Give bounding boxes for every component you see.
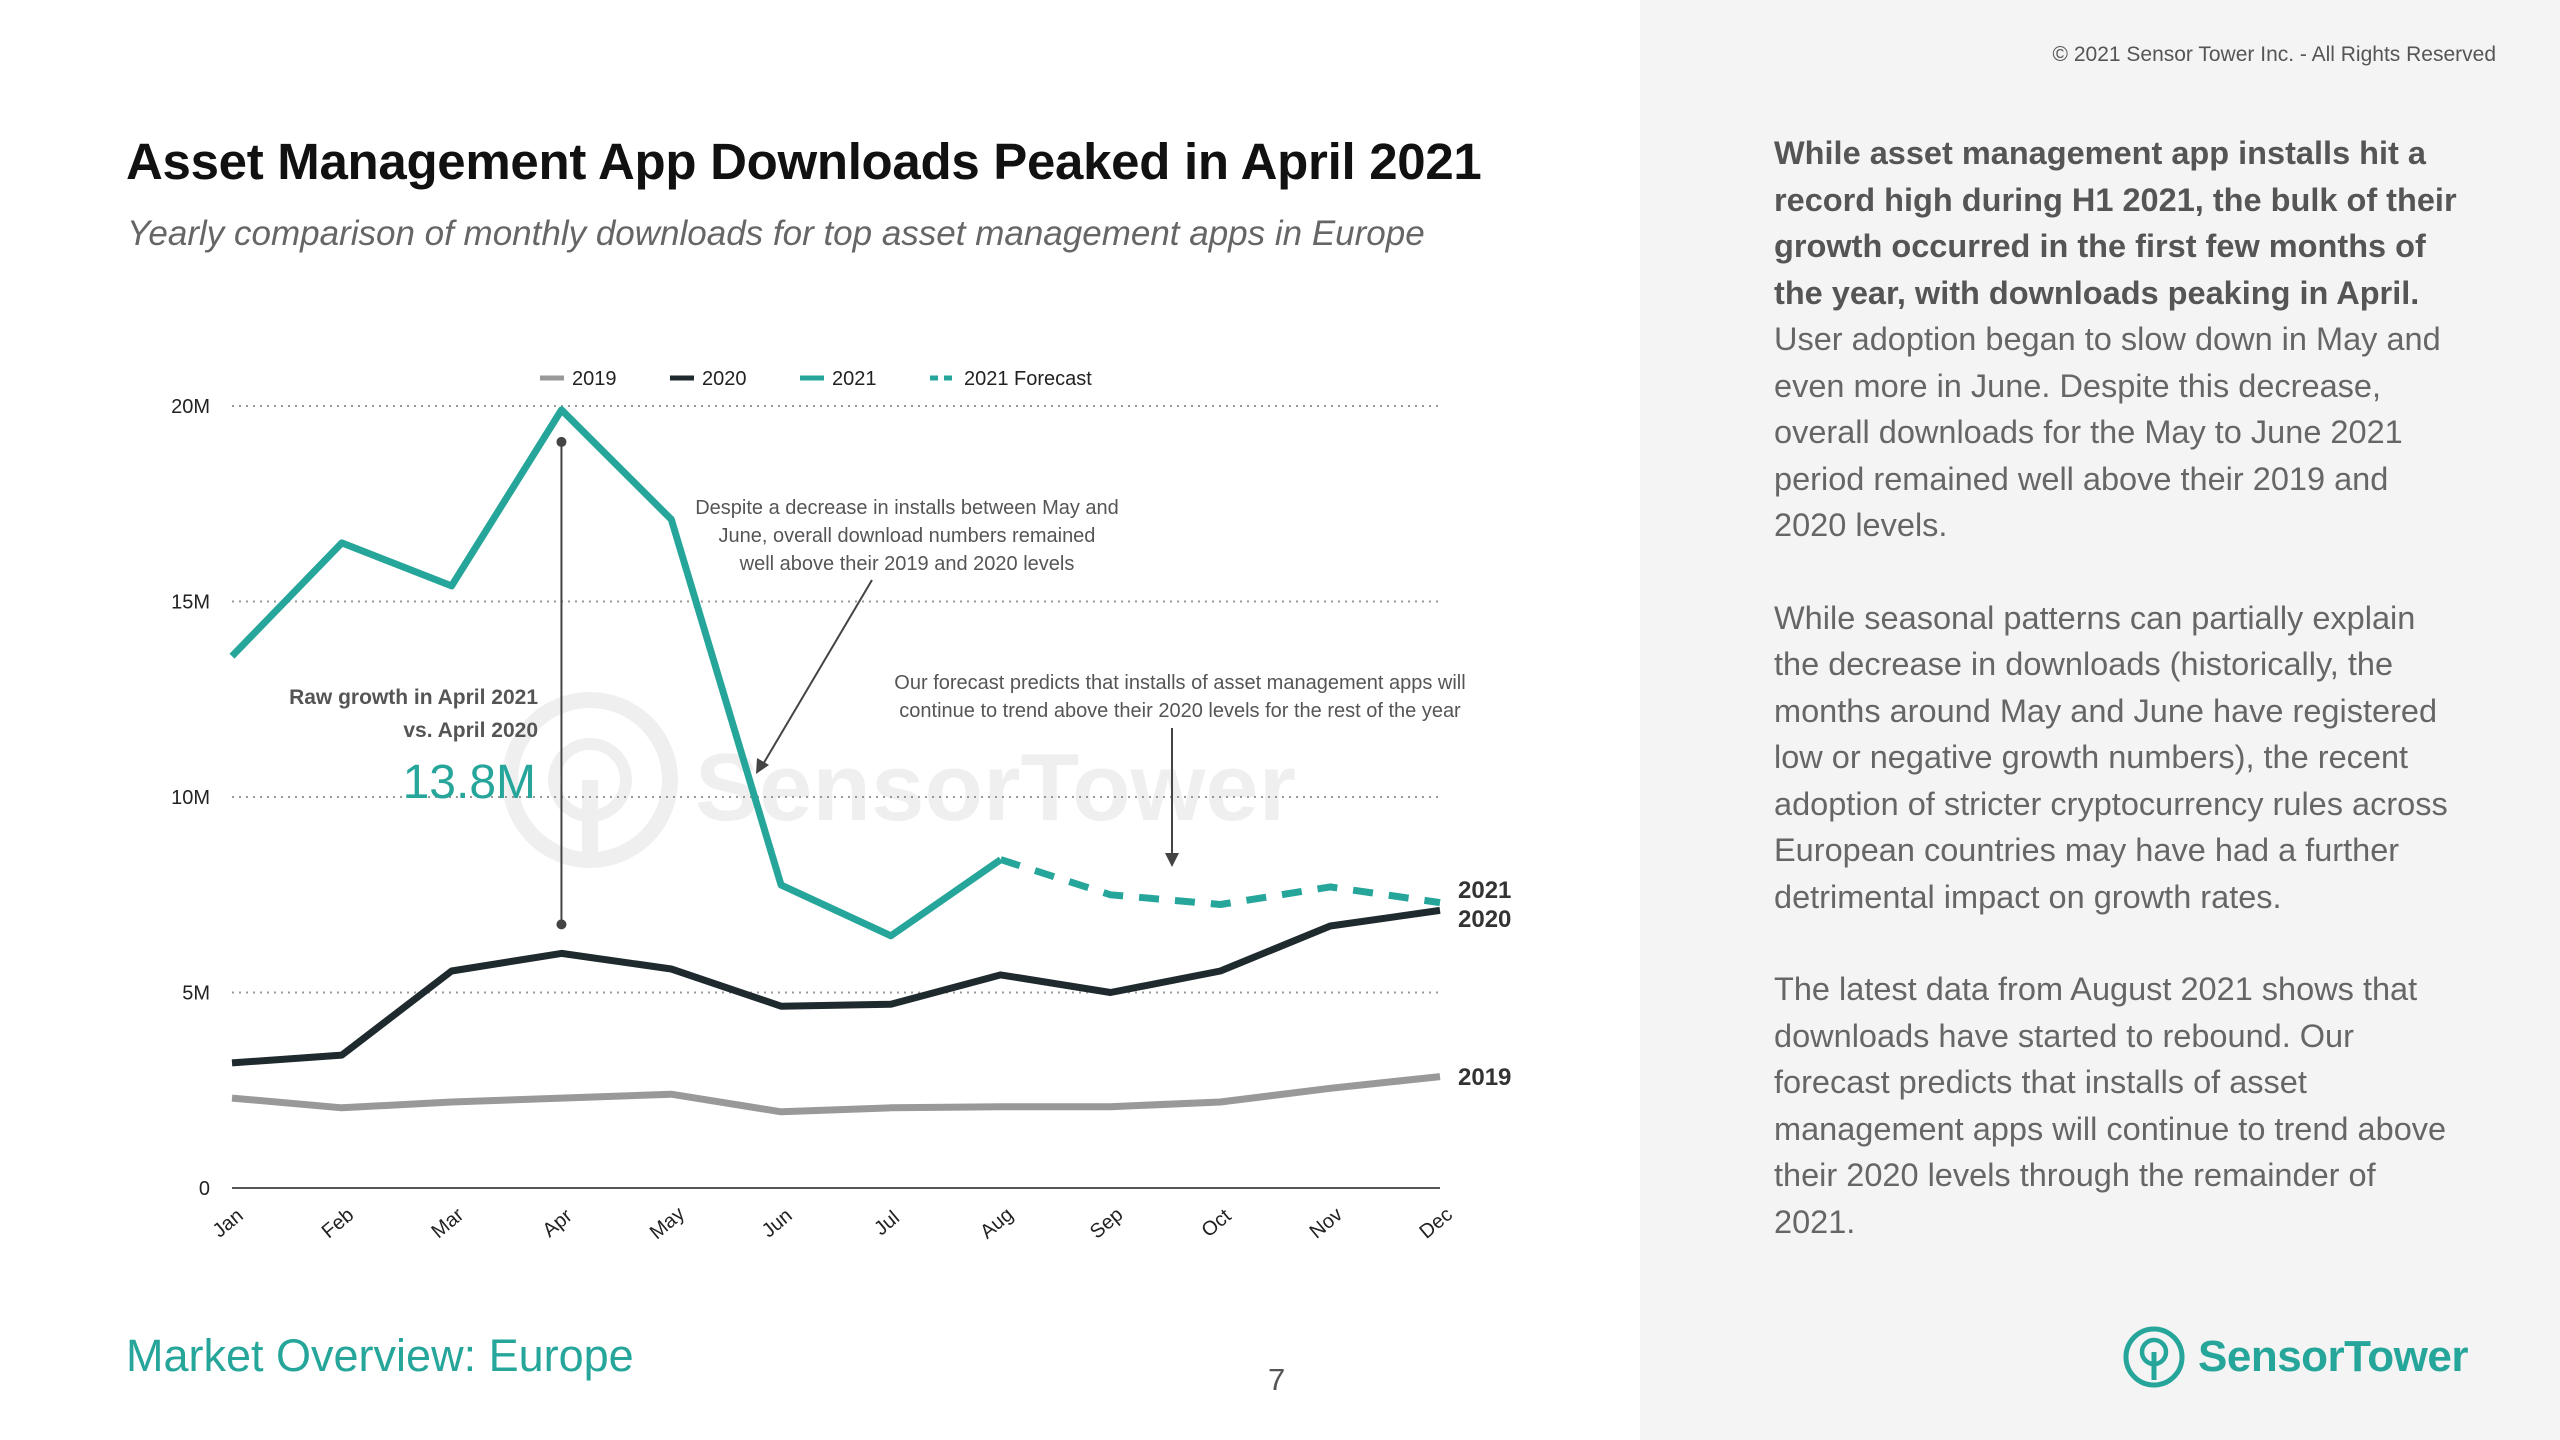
commentary-highlight: While asset management app installs hit …	[1774, 135, 2457, 311]
watermark: SensorTower	[502, 692, 1296, 868]
series-line-2020	[231, 906, 1441, 1067]
legend-label-2021-forecast: 2021 Forecast	[964, 368, 1092, 390]
watermark-text: SensorTower	[695, 734, 1296, 841]
logo-word-sensor: Sensor	[2198, 1332, 2345, 1381]
commentary-panel	[1640, 0, 2560, 1440]
legend-item-2021[interactable]: 2021	[800, 368, 877, 390]
commentary-paragraph-1-rest: User adoption began to slow down in May …	[1774, 321, 2441, 543]
end-label-2019: 2019	[1458, 1064, 1511, 1091]
y-tick-label: 10M	[171, 787, 210, 809]
commentary-paragraph-1: While asset management app installs hit …	[1774, 130, 2464, 549]
page-subtitle: Yearly comparison of monthly downloads f…	[127, 214, 1425, 253]
growth-bracket-bottom-dot	[556, 919, 567, 930]
end-label-2020: 2020	[1458, 906, 1511, 933]
decrease-arrow-head	[756, 758, 769, 774]
x-axis-ticks: Jan Feb Mar Apr May Jun Jul Aug Sep Oct Nov Dec	[209, 1203, 1457, 1244]
x-tick-label: Sep	[1086, 1204, 1127, 1244]
legend-item-2019[interactable]: 2019	[540, 368, 617, 390]
section-label: Market Overview: Europe	[126, 1330, 634, 1381]
x-tick-label: Oct	[1198, 1205, 1236, 1242]
x-tick-label: Jul	[870, 1207, 904, 1240]
x-tick-label: Feb	[318, 1204, 359, 1243]
grid-layer	[232, 405, 1440, 1189]
page-title: Asset Management App Downloads Peaked in…	[126, 133, 1482, 190]
page-number: 7	[1268, 1362, 1286, 1397]
raw-growth-label-line1: Raw growth in April 2021	[289, 686, 538, 709]
forecast-arrow-head	[1165, 853, 1179, 867]
decrease-note-line1: Despite a decrease in installs between M…	[695, 497, 1119, 519]
series-line-2021	[229, 406, 1003, 940]
x-tick-label: Jan	[209, 1205, 248, 1243]
series-line-2019	[231, 1073, 1441, 1116]
forecast-annotation: Our forecast predicts that installs of a…	[894, 672, 1466, 867]
main-panel: Asset Management App Downloads Peaked in…	[126, 133, 1512, 1397]
decrease-note-line3: well above their 2019 and 2020 levels	[739, 553, 1075, 575]
x-tick-label: Dec	[1415, 1204, 1456, 1244]
raw-growth-label-line2: vs. April 2020	[403, 719, 538, 742]
y-axis-ticks: 0 5M 10M 15M 20M	[171, 396, 210, 1200]
series-line-2021-forecast	[999, 856, 1441, 908]
x-tick-label: May	[646, 1203, 689, 1244]
series-layer	[229, 406, 1441, 1116]
decrease-arrow-line	[761, 579, 873, 767]
legend: 2019 2020 2021 2021 Forecast	[540, 368, 1092, 390]
x-tick-label: Jun	[758, 1205, 797, 1243]
sensor-tower-logo[interactable]: SensorTower	[2122, 1325, 2468, 1389]
x-tick-label: Nov	[1306, 1204, 1347, 1244]
y-tick-label: 5M	[182, 983, 210, 1005]
legend-label-2021: 2021	[832, 368, 877, 390]
forecast-note-line2: continue to trend above their 2020 level…	[899, 700, 1461, 722]
commentary-text: While asset management app installs hit …	[1774, 130, 2464, 1291]
series-end-labels: 2021 2020 2019	[1458, 877, 1511, 1091]
decrease-annotation: Despite a decrease in installs between M…	[695, 497, 1119, 774]
sensor-tower-logo-icon	[2123, 1326, 2185, 1388]
x-tick-label: Aug	[976, 1204, 1017, 1244]
legend-label-2020: 2020	[702, 368, 747, 390]
y-tick-label: 20M	[171, 396, 210, 418]
downloads-line-chart: SensorTower 0 5M 10M 15M 20M Jan Feb Mar Apr May…	[171, 368, 1511, 1244]
growth-bracket-top-dot	[556, 436, 567, 447]
raw-growth-annotation: Raw growth in April 2021 vs. April 2020 …	[289, 436, 567, 930]
legend-item-2020[interactable]: 2020	[670, 368, 747, 390]
decrease-note-line2: June, overall download numbers remained	[719, 525, 1096, 547]
y-tick-label: 15M	[171, 592, 210, 614]
logo-word-tower: Tower	[2344, 1332, 2468, 1381]
commentary-paragraph-3: The latest data from August 2021 shows t…	[1774, 971, 2447, 1240]
x-tick-label: Apr	[539, 1205, 577, 1242]
raw-growth-value: 13.8M	[403, 756, 536, 809]
copyright-notice: © 2021 Sensor Tower Inc. - All Rights Re…	[2052, 43, 2496, 66]
legend-item-2021-forecast[interactable]: 2021 Forecast	[930, 368, 1092, 390]
forecast-note-line1: Our forecast predicts that installs of a…	[894, 672, 1465, 694]
legend-label-2019: 2019	[572, 368, 617, 390]
sensor-tower-logo-text: SensorTower	[2198, 1332, 2468, 1382]
x-tick-label: Mar	[428, 1204, 469, 1243]
end-label-2021: 2021	[1458, 877, 1511, 904]
commentary-paragraph-2: While seasonal patterns can partially ex…	[1774, 599, 2448, 915]
y-tick-label: 0	[199, 1178, 210, 1200]
